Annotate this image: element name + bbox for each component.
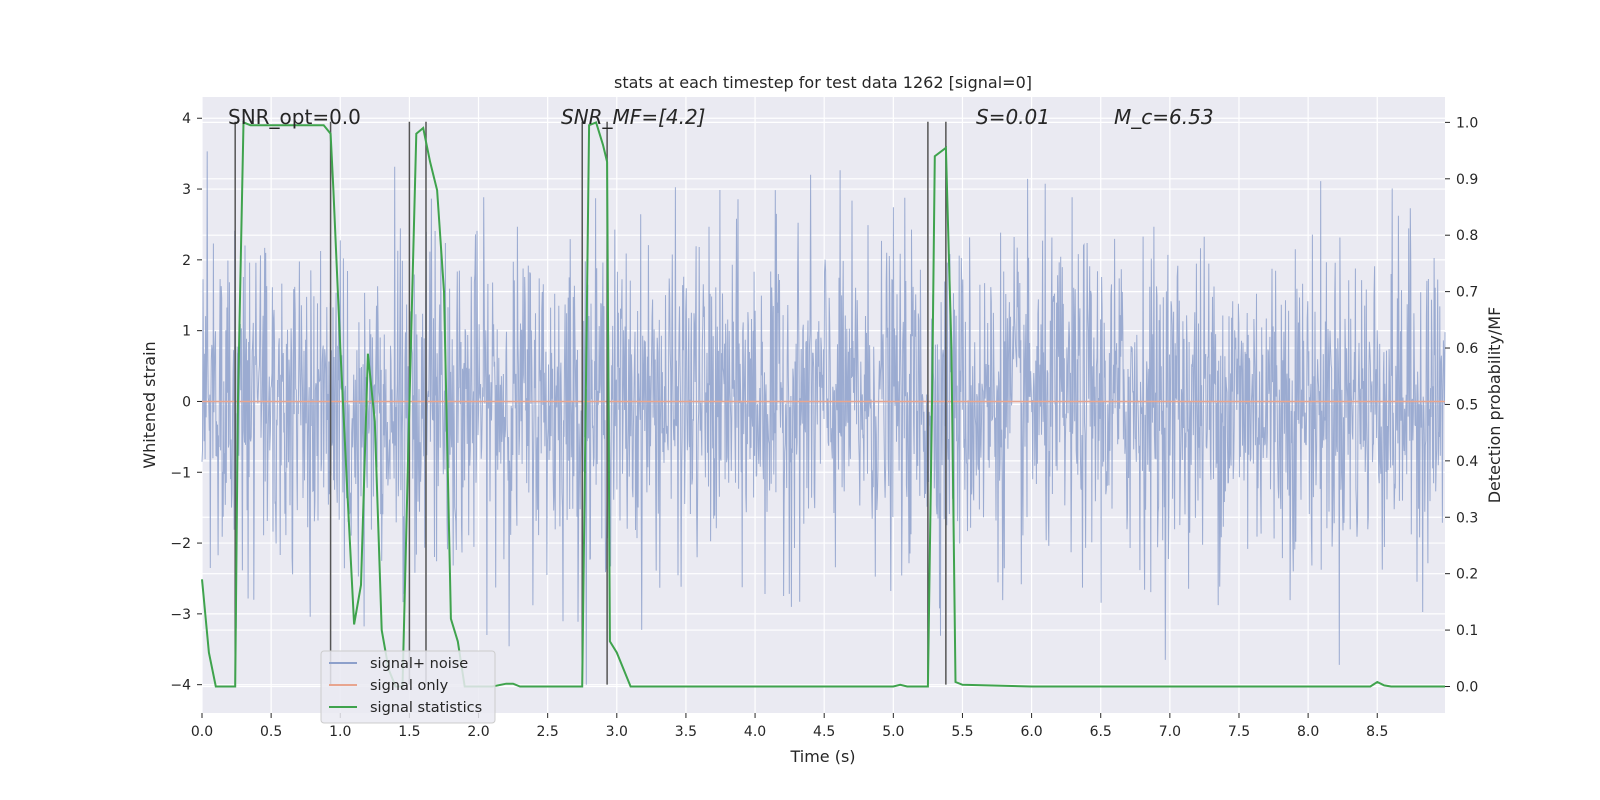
legend-label-stats: signal statistics bbox=[370, 700, 482, 716]
x-tick-label: 5.0 bbox=[882, 724, 904, 740]
x-tick-label: 4.0 bbox=[744, 724, 766, 740]
y2-tick-label: 0.6 bbox=[1456, 341, 1478, 357]
y2-axis-ticks: 1.0 0.9 0.8 0.7 0.6 0.5 0.4 0.3 0.2 0.1 0.0 bbox=[1445, 115, 1478, 695]
x-tick-label: 2.5 bbox=[537, 724, 559, 740]
y-tick-label: −4 bbox=[170, 678, 191, 694]
x-tick-label: 2.0 bbox=[467, 724, 489, 740]
x-tick-label: 7.0 bbox=[1159, 724, 1181, 740]
statistics-line bbox=[201, 120, 1445, 688]
x-tick-label: 3.5 bbox=[675, 724, 697, 740]
y-tick-label: 4 bbox=[182, 111, 191, 127]
x-tick-label: 0.0 bbox=[191, 724, 213, 740]
y-tick-label: −3 bbox=[170, 607, 191, 623]
y2-tick-label: 0.8 bbox=[1456, 228, 1478, 244]
x-tick-label: 1.0 bbox=[329, 724, 351, 740]
y2-axis-label: Detection probability/MF bbox=[1485, 307, 1504, 504]
y2-tick-label: 0.2 bbox=[1456, 567, 1478, 583]
legend-label-signal: signal only bbox=[370, 678, 449, 694]
x-tick-label: 8.5 bbox=[1366, 724, 1388, 740]
x-tick-label: 3.0 bbox=[606, 724, 628, 740]
y2-tick-label: 0.9 bbox=[1456, 172, 1478, 188]
chart-title: stats at each timestep for test data 126… bbox=[614, 73, 1032, 92]
x-tick-label: 8.0 bbox=[1297, 724, 1319, 740]
x-tick-label: 6.5 bbox=[1090, 724, 1112, 740]
legend-box bbox=[320, 650, 496, 724]
annotation-snr-opt: SNR_opt=0.0 bbox=[228, 105, 361, 129]
x-tick-label: 4.5 bbox=[813, 724, 835, 740]
detection-vlines bbox=[234, 121, 947, 685]
annotation-mc: M_c=6.53 bbox=[1114, 105, 1214, 129]
y-tick-label: −2 bbox=[170, 536, 191, 552]
legend: signal+ noise signal only signal statist… bbox=[320, 650, 496, 724]
x-tick-label: 7.5 bbox=[1228, 724, 1250, 740]
series-signal-statistics bbox=[201, 120, 1445, 688]
y2-tick-label: 0.7 bbox=[1456, 285, 1478, 301]
y-tick-label: 2 bbox=[182, 253, 191, 269]
annotation-s: S=0.01 bbox=[976, 105, 1050, 129]
y2-tick-label: 1.0 bbox=[1456, 115, 1478, 131]
y-axis-ticks: 4 3 2 1 0 −1 −2 −3 −4 bbox=[170, 111, 202, 694]
y2-tick-label: 0.1 bbox=[1456, 623, 1478, 639]
y-tick-label: −1 bbox=[170, 465, 191, 481]
y-tick-label: 0 bbox=[182, 394, 191, 410]
y-tick-label: 3 bbox=[182, 182, 191, 198]
legend-label-noise: signal+ noise bbox=[370, 656, 468, 672]
x-tick-label: 0.5 bbox=[260, 724, 282, 740]
x-axis-ticks: 0.0 0.5 1.0 1.5 2.0 2.5 3.0 3.5 4.0 4.5 5.0 5.5 6.0 6… bbox=[191, 713, 1388, 740]
y-axis-label: Whitened strain bbox=[140, 341, 159, 468]
x-tick-label: 1.5 bbox=[398, 724, 420, 740]
y2-tick-label: 0.0 bbox=[1456, 679, 1478, 695]
y2-tick-label: 0.4 bbox=[1456, 454, 1478, 470]
y2-tick-label: 0.5 bbox=[1456, 397, 1478, 413]
annotation-snr-mf: SNR_MF=[4.2] bbox=[561, 105, 705, 129]
x-tick-label: 5.5 bbox=[951, 724, 973, 740]
y2-tick-label: 0.3 bbox=[1456, 510, 1478, 526]
x-axis-label: Time (s) bbox=[789, 747, 855, 766]
y-tick-label: 1 bbox=[182, 324, 191, 340]
x-tick-label: 6.0 bbox=[1020, 724, 1042, 740]
